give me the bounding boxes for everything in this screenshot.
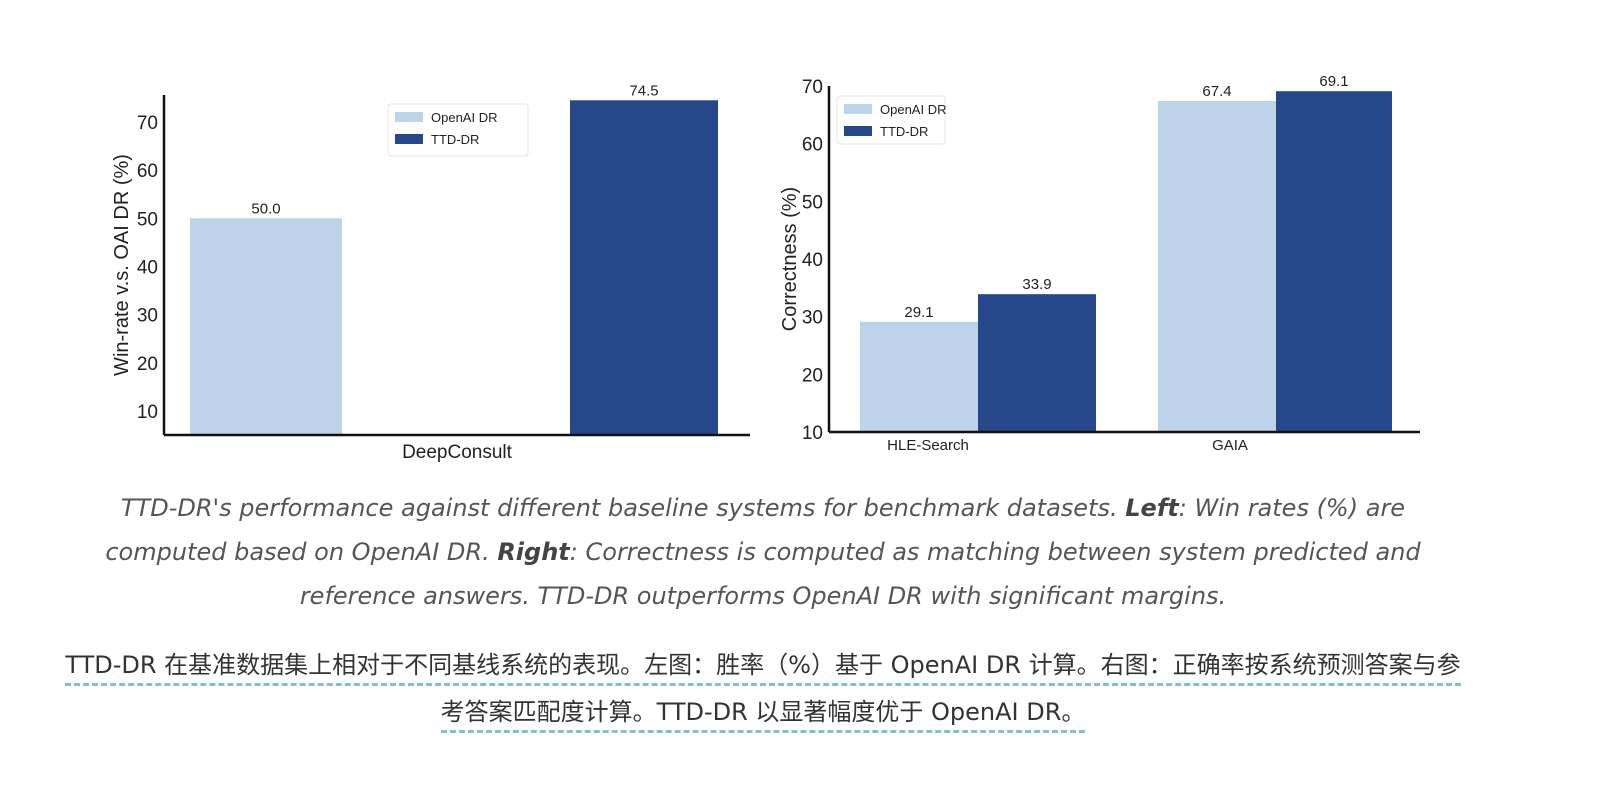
y-tick-label: 20 [137,354,158,375]
figure-caption: TTD-DR's performance against different b… [60,486,1466,618]
x-axis-label: DeepConsult [402,442,513,463]
legend-swatch [844,104,872,114]
legend-swatch [395,112,423,122]
y-tick-label: 40 [137,257,158,278]
y-tick-label: 30 [802,308,823,329]
legend-label: TTD-DR [431,132,479,147]
legend-label: TTD-DR [880,124,928,139]
bar-openai-dr [860,321,978,432]
x-tick-label: GAIA [1212,437,1248,454]
data-label: 74.5 [629,82,658,99]
data-label: 69.1 [1319,73,1348,90]
legend-swatch [844,126,872,136]
caption-left-label: Left [1125,494,1179,522]
data-label: 33.9 [1022,276,1051,293]
caption-translation: TTD-DR 在基准数据集上相对于不同基线系统的表现。左图：胜率（%）基于 Op… [60,642,1466,736]
caption-right-label: Right [497,538,570,566]
bar-openai-dr [190,218,342,435]
bar-ttd-dr [1276,91,1392,432]
legend-swatch [395,134,423,144]
y-axis-label: Correctness (%) [779,187,801,331]
legend-label: OpenAI DR [431,110,497,125]
bar-openai-dr [1158,100,1276,432]
y-tick-label: 30 [137,306,158,327]
y-tick-label: 60 [137,161,158,182]
caption-intro: TTD-DR's performance against different b… [120,494,1126,522]
data-label: 67.4 [1202,83,1231,100]
y-tick-label: 40 [802,250,823,271]
y-tick-label: 20 [802,365,823,386]
data-label: 29.1 [904,304,933,321]
y-axis-label: Win-rate v.s. OAI DR (%) [111,154,133,376]
y-tick-label: 50 [802,192,823,213]
translation-text[interactable]: TTD-DR 在基准数据集上相对于不同基线系统的表现。左图：胜率（%）基于 Op… [65,651,1461,733]
data-label: 50.0 [251,200,280,217]
charts-figure: 50.0 74.5 10 20 30 40 50 60 70 DeepConsult Win-rat… [111,73,1420,463]
bar-ttd-dr [978,294,1096,432]
y-tick-label: 70 [137,113,158,134]
y-tick-label: 60 [802,135,823,156]
x-tick-label: HLE-Search [887,437,969,454]
y-tick-label: 50 [137,209,158,230]
legend-label: OpenAI DR [880,102,946,117]
caption-right-text: : Correctness is computed as matching be… [299,538,1421,610]
y-tick-label: 10 [137,402,158,423]
caption-left-text: : Win rates (%) are computed based on Op… [105,494,1406,566]
y-tick-label: 70 [802,77,823,98]
y-tick-label: 10 [802,423,823,444]
bar-ttd-dr [570,100,718,435]
